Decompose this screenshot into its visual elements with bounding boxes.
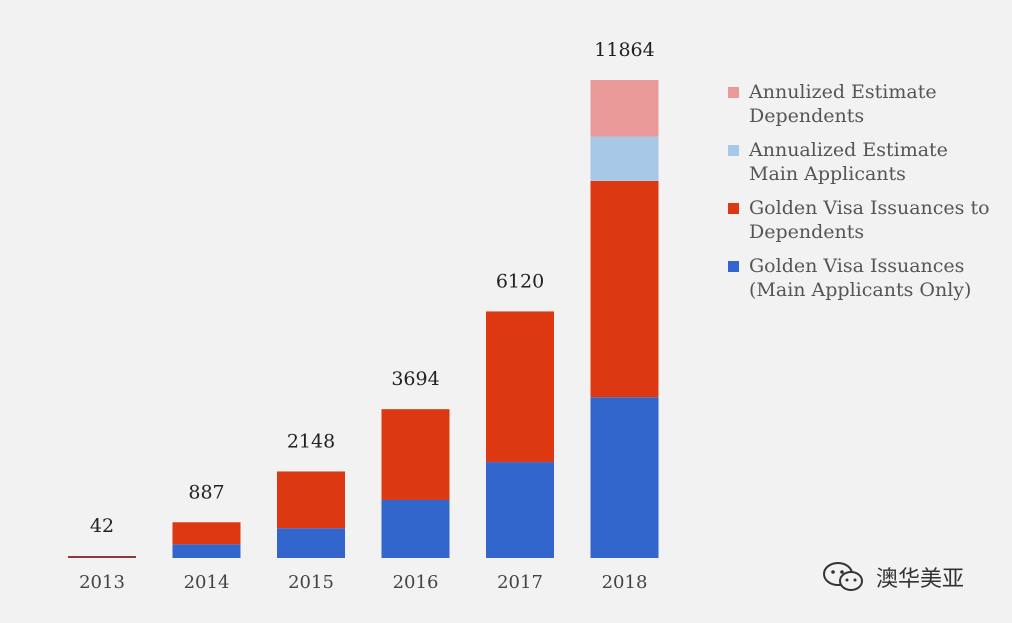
watermark: 澳华美亚 [820,560,964,594]
legend-label-1: Golden Visa Issuances to Dependents [749,197,990,243]
bar-2017-series-1 [486,311,554,463]
bar-2015-series-1 [277,471,345,529]
legend-label-2: Annualized Estimate Main Applicants [749,139,948,185]
chart-canvas: 42 2013 887 2014 2148 2015 3694 2016 6120 2017 118… [68,39,659,593]
x-tick-2014: 2014 [184,572,230,593]
bar-2018-series-3 [590,80,659,137]
x-tick-2017: 2017 [497,572,543,593]
total-label-2014: 887 [188,481,224,503]
legend: Annulized Estimate Dependents Annualized … [728,80,998,312]
legend-label-0: Golden Visa Issuances (Main Applicants O… [749,255,972,301]
total-label-2017: 6120 [496,270,544,292]
legend-label-3: Annulized Estimate Dependents [749,81,937,127]
x-tick-2015: 2015 [288,572,334,593]
legend-item-1: Golden Visa Issuances to Dependents [728,196,998,244]
bar-2016-series-1 [381,409,450,500]
wechat-icon [823,562,863,591]
legend-swatch-0 [728,261,739,272]
bar-2015-series-0 [277,528,345,558]
total-label-2018: 11864 [594,39,654,61]
legend-swatch-1 [728,203,739,214]
total-label-2013: 42 [90,515,114,537]
legend-item-0: Golden Visa Issuances (Main Applicants O… [728,254,998,302]
bar-2016-series-0 [381,499,450,558]
bar-2018-series-2 [590,136,659,181]
bar-2018-series-1 [590,180,659,398]
bar-2014-series-1 [172,522,241,545]
total-label-2016: 3694 [391,368,439,390]
bar-2018-series-0 [590,397,659,558]
legend-item-2: Annualized Estimate Main Applicants [728,138,998,186]
watermark-text: 澳华美亚 [876,567,965,592]
x-tick-2013: 2013 [79,572,125,593]
bar-2014-series-0 [172,544,241,558]
legend-item-3: Annulized Estimate Dependents [728,80,998,128]
legend-swatch-3 [728,87,739,98]
x-tick-2016: 2016 [393,572,439,593]
bar-2017-series-0 [486,462,554,558]
x-tick-2018: 2018 [602,572,648,593]
legend-swatch-2 [728,145,739,156]
total-label-2015: 2148 [287,430,335,452]
bar-2013 [68,556,136,558]
